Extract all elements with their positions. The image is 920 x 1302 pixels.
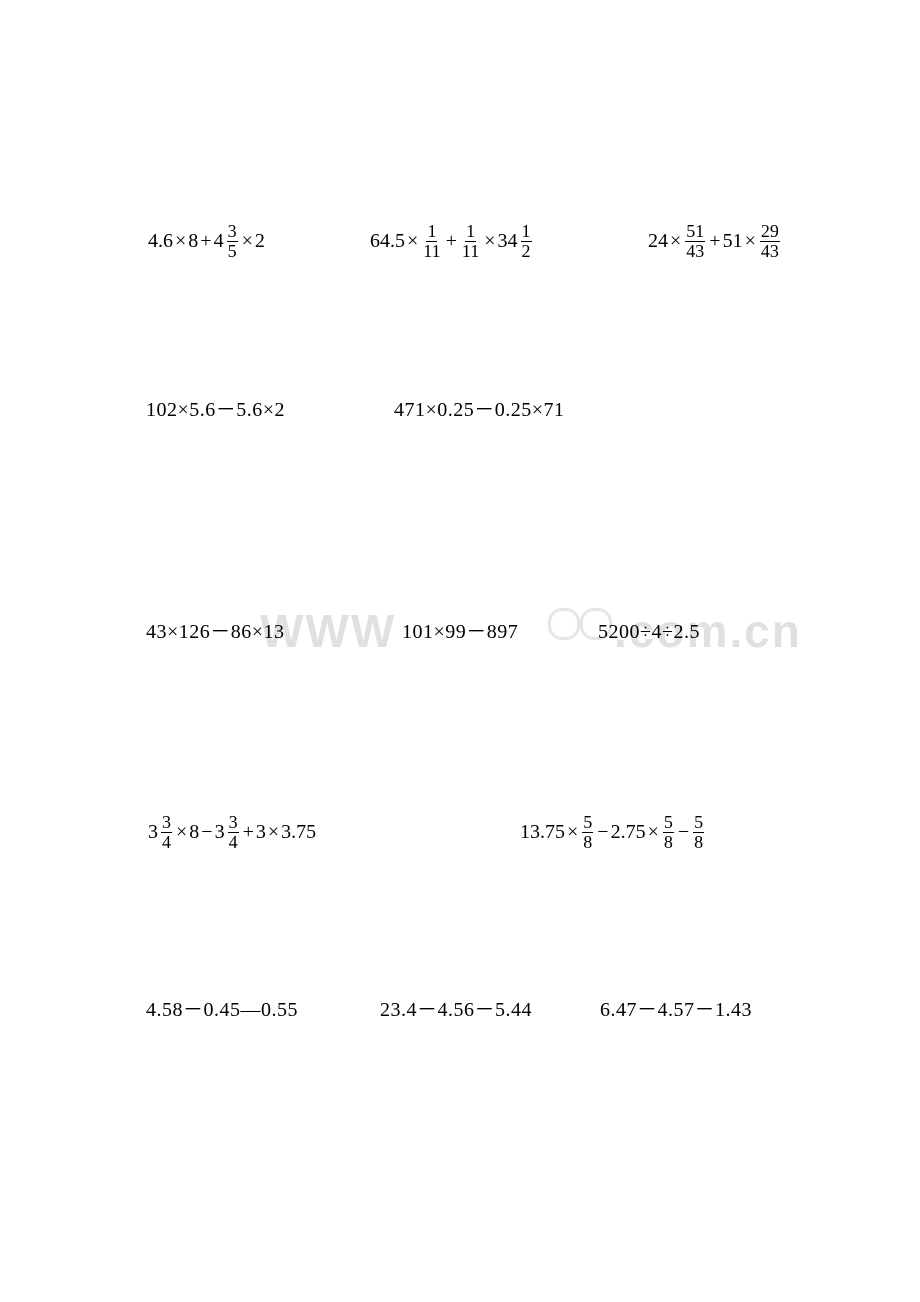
expression-text: 4.58－0.45—0.55: [146, 1000, 298, 1020]
expression-cell: 23.4－4.56－5.44: [380, 1000, 532, 1020]
expression-text: 471×0.25－0.25×71: [394, 400, 565, 420]
operator: −: [201, 822, 212, 842]
fraction-denominator: 2: [521, 242, 532, 261]
number: 8: [188, 231, 198, 251]
mixed-whole: 4: [214, 231, 224, 251]
operator: ×: [484, 231, 495, 251]
expression: 4.6×8+435×2: [148, 222, 265, 261]
expression-cell: 334×8−334+3×3.75: [148, 813, 316, 852]
mixed-number: 334: [148, 813, 174, 852]
fraction-numerator: 5: [693, 813, 704, 833]
fraction-numerator: 29: [760, 222, 780, 242]
expression-cell: 43×126－86×13: [146, 622, 285, 642]
expression-cell: 471×0.25－0.25×71: [394, 400, 565, 420]
expression: 13.75×58−2.75×58−58: [520, 813, 706, 852]
fraction-denominator: 8: [693, 833, 704, 852]
fraction-numerator: 3: [227, 222, 238, 242]
operator: ×: [407, 231, 418, 251]
expression-cell: 5200÷4÷2.5: [598, 622, 700, 642]
fraction-denominator: 4: [228, 833, 239, 852]
expression-cell: 24×5143+51×2943: [648, 222, 782, 261]
fraction: 2943: [760, 222, 780, 261]
operator: ×: [175, 231, 186, 251]
expression-cell: 4.58－0.45—0.55: [146, 1000, 298, 1020]
fraction-numerator: 51: [685, 222, 705, 242]
fraction-numerator: 1: [465, 222, 476, 242]
number: 64.5: [370, 231, 405, 251]
expression-text: 5200÷4÷2.5: [598, 622, 700, 642]
mixed-whole: 34: [498, 231, 518, 251]
mixed-number: 334: [215, 813, 241, 852]
expression-cell: 64.5×111+111×3412: [370, 222, 534, 261]
operator: −: [597, 822, 608, 842]
expression-text: 102×5.6－5.6×2: [146, 400, 285, 420]
fraction: 58: [582, 813, 593, 852]
expression-cell: 101×99－897: [402, 622, 518, 642]
operator: ×: [567, 822, 578, 842]
fraction-numerator: 1: [426, 222, 437, 242]
watermark-bubble-1: [548, 608, 580, 640]
expression-cell: 6.47－4.57－1.43: [600, 1000, 752, 1020]
expression: 64.5×111+111×3412: [370, 222, 534, 261]
fraction: 34: [228, 813, 239, 852]
fraction: 5143: [685, 222, 705, 261]
fraction-denominator: 4: [161, 833, 172, 852]
operator: ×: [176, 822, 187, 842]
fraction: 34: [161, 813, 172, 852]
operator: +: [243, 822, 254, 842]
operator: ×: [745, 231, 756, 251]
expression-text: 101×99－897: [402, 622, 518, 642]
number: 2: [255, 231, 265, 251]
operator: ×: [648, 822, 659, 842]
fraction-numerator: 5: [663, 813, 674, 833]
mixed-number: 3412: [498, 222, 534, 261]
expression-text: 23.4－4.56－5.44: [380, 1000, 532, 1020]
fraction-denominator: 11: [461, 242, 480, 261]
number: 24: [648, 231, 668, 251]
page: WWW .com.cn 4.6×8+435×264.5×111+111×3412…: [0, 0, 920, 1302]
number: 13.75: [520, 822, 565, 842]
operator: ×: [268, 822, 279, 842]
operator: +: [200, 231, 211, 251]
number: 3.75: [281, 822, 316, 842]
number: 51: [723, 231, 743, 251]
operator: ×: [242, 231, 253, 251]
fraction-numerator: 5: [582, 813, 593, 833]
fraction-numerator: 3: [161, 813, 172, 833]
fraction-numerator: 3: [228, 813, 239, 833]
expression-text: 6.47－4.57－1.43: [600, 1000, 752, 1020]
mixed-whole: 3: [148, 822, 158, 842]
fraction: 35: [227, 222, 238, 261]
fraction-denominator: 8: [582, 833, 593, 852]
expression: 24×5143+51×2943: [648, 222, 782, 261]
fraction: 111: [422, 222, 441, 261]
number: 4.6: [148, 231, 173, 251]
expression-cell: 102×5.6－5.6×2: [146, 400, 285, 420]
operator: −: [678, 822, 689, 842]
fraction-denominator: 11: [422, 242, 441, 261]
mixed-number: 435: [214, 222, 240, 261]
fraction: 58: [693, 813, 704, 852]
fraction: 12: [521, 222, 532, 261]
number: 2.75: [611, 822, 646, 842]
number: 8: [189, 822, 199, 842]
operator: +: [446, 231, 457, 251]
fraction-denominator: 43: [760, 242, 780, 261]
operator: +: [709, 231, 720, 251]
fraction: 111: [461, 222, 480, 261]
operator: ×: [670, 231, 681, 251]
fraction-numerator: 1: [521, 222, 532, 242]
fraction: 58: [663, 813, 674, 852]
expression-cell: 13.75×58−2.75×58−58: [520, 813, 706, 852]
fraction-denominator: 43: [685, 242, 705, 261]
expression: 334×8−334+3×3.75: [148, 813, 316, 852]
fraction-denominator: 5: [227, 242, 238, 261]
expression-text: 43×126－86×13: [146, 622, 285, 642]
expression-cell: 4.6×8+435×2: [148, 222, 265, 261]
number: 3: [256, 822, 266, 842]
mixed-whole: 3: [215, 822, 225, 842]
fraction-denominator: 8: [663, 833, 674, 852]
